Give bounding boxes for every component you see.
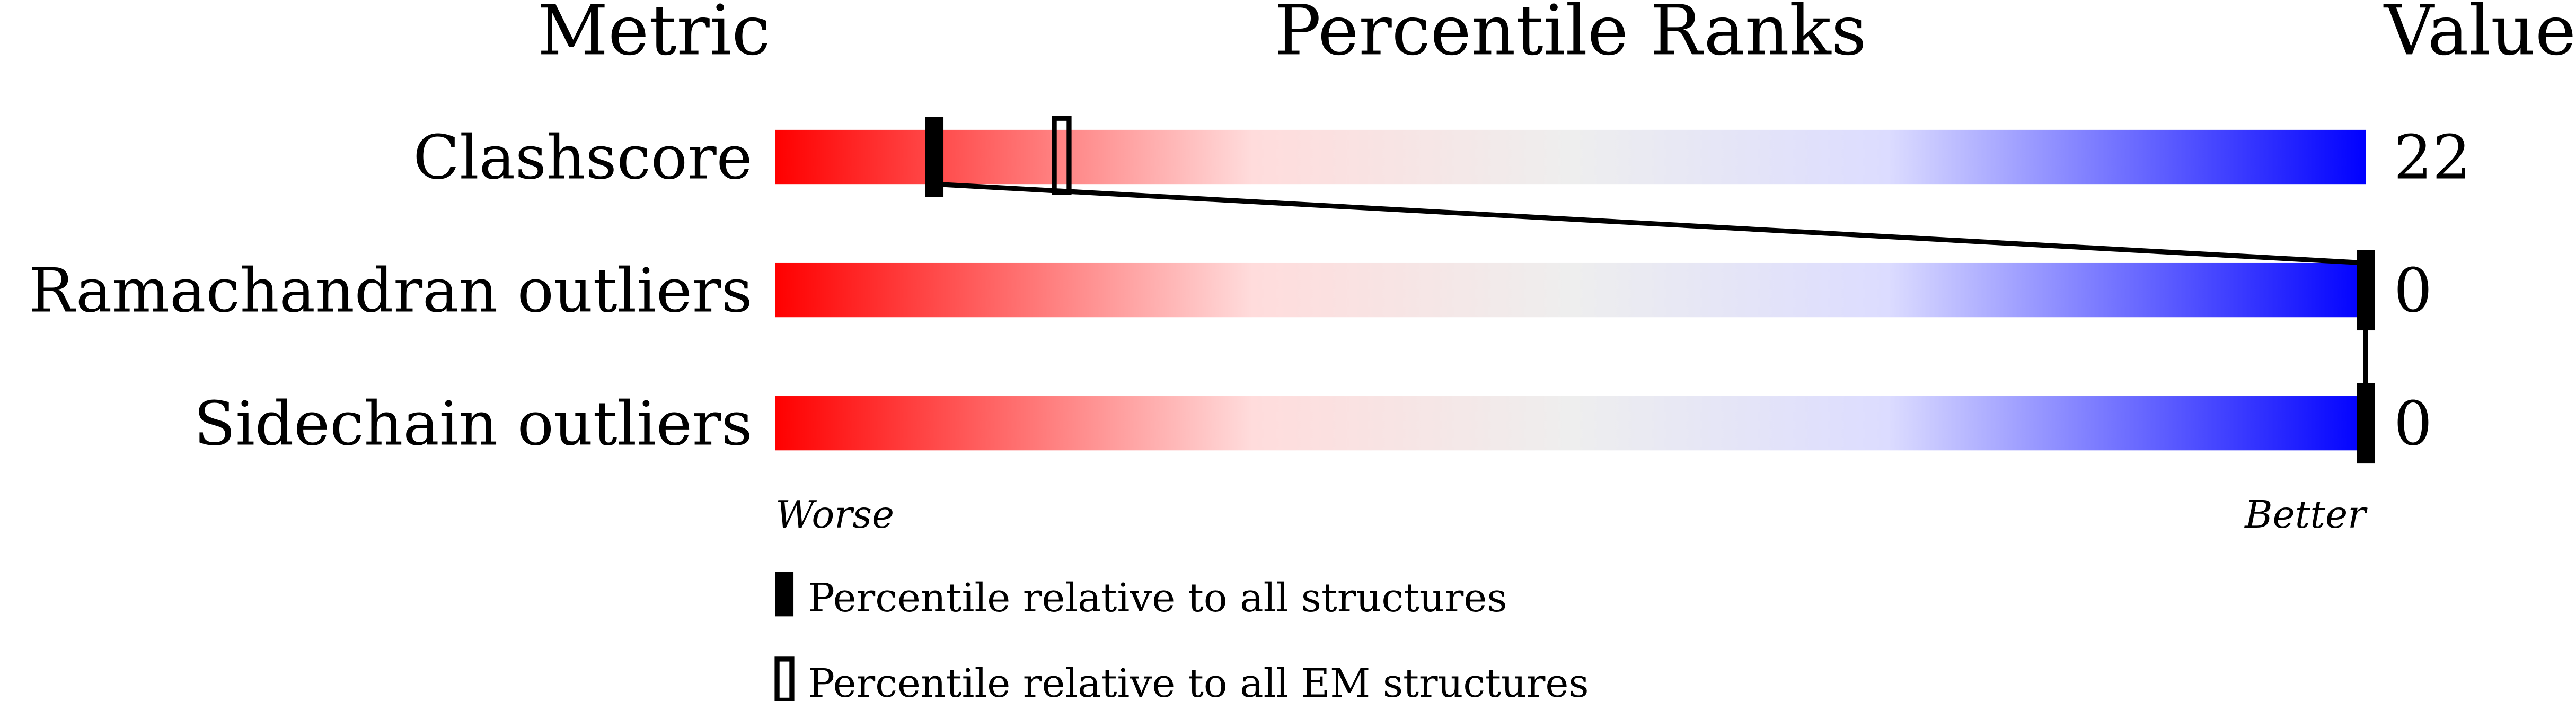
metric-value: 0 bbox=[2394, 389, 2432, 459]
metric-label: Clashscore bbox=[413, 122, 752, 193]
metric-label: Ramachandran outliers bbox=[29, 256, 752, 326]
axis-worse-label: Worse bbox=[775, 493, 894, 537]
all-percentile-marker bbox=[2357, 383, 2375, 464]
metric-value: 0 bbox=[2394, 256, 2432, 326]
percentile-bar bbox=[775, 396, 2366, 451]
legend-all-label: Percentile relative to all structures bbox=[808, 575, 1507, 621]
header-value: Value bbox=[2383, 0, 2576, 71]
connector-line bbox=[934, 181, 2366, 266]
metric-row: Clashscore 22 bbox=[413, 116, 2471, 197]
legend-filled-marker-icon bbox=[775, 572, 794, 617]
header-percentile-ranks: Percentile Ranks bbox=[1275, 0, 1867, 71]
legend-em-label: Percentile relative to all EM structures bbox=[808, 660, 1589, 701]
percentile-bar bbox=[775, 262, 2366, 318]
axis-better-label: Better bbox=[2244, 493, 2368, 537]
metric-row: Sidechain outliers 0 bbox=[194, 383, 2432, 464]
percentile-bar bbox=[775, 129, 2366, 185]
header-metric: Metric bbox=[537, 0, 770, 71]
metric-label: Sidechain outliers bbox=[194, 389, 753, 459]
metric-value: 22 bbox=[2394, 122, 2471, 193]
metric-row: Ramachandran outliers 0 bbox=[29, 250, 2432, 331]
legend-open-marker-icon bbox=[774, 656, 795, 701]
